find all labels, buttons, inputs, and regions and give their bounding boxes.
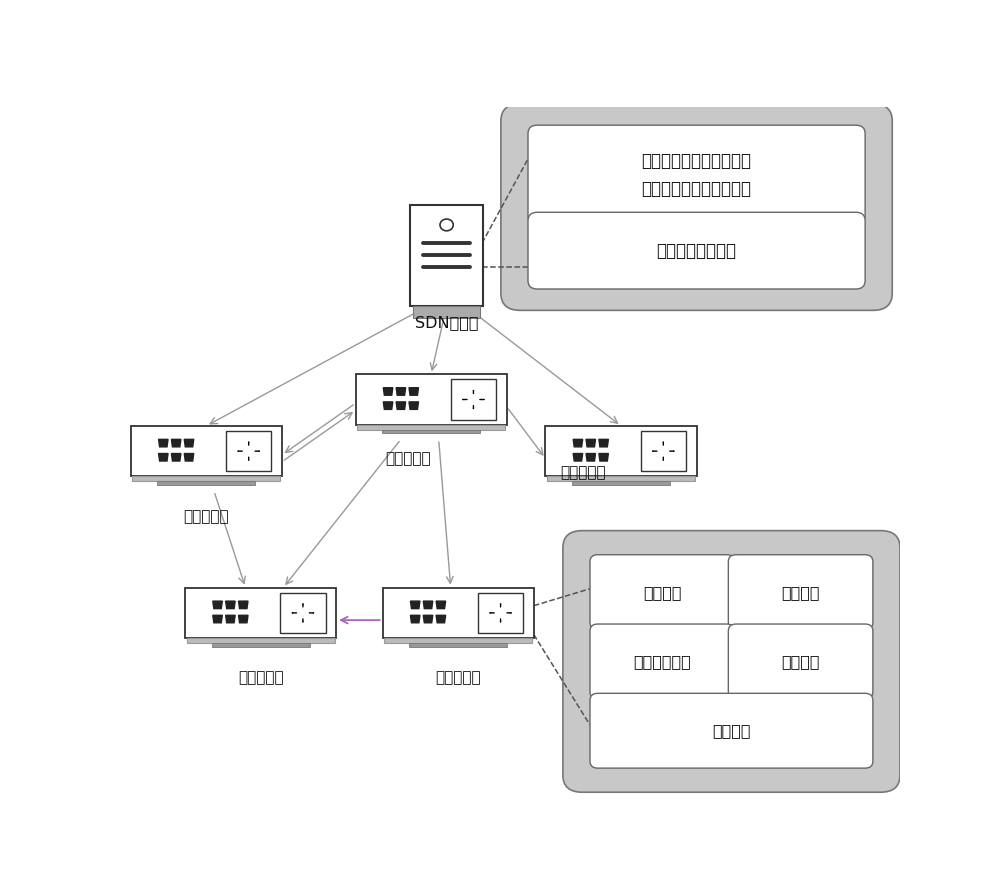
Polygon shape — [171, 453, 181, 461]
Polygon shape — [159, 439, 168, 447]
Polygon shape — [586, 453, 596, 461]
FancyBboxPatch shape — [356, 375, 507, 425]
FancyBboxPatch shape — [528, 125, 865, 224]
FancyBboxPatch shape — [280, 593, 326, 633]
FancyBboxPatch shape — [563, 531, 900, 792]
FancyBboxPatch shape — [545, 426, 697, 477]
FancyBboxPatch shape — [528, 212, 865, 289]
Text: 通信模块: 通信模块 — [781, 654, 820, 669]
Polygon shape — [213, 615, 222, 623]
FancyBboxPatch shape — [728, 624, 873, 699]
Polygon shape — [599, 439, 608, 447]
Text: 电能路由器: 电能路由器 — [560, 465, 606, 480]
Polygon shape — [159, 453, 168, 461]
Polygon shape — [226, 615, 235, 623]
Polygon shape — [409, 388, 419, 395]
Polygon shape — [226, 601, 235, 609]
FancyBboxPatch shape — [728, 554, 873, 629]
Polygon shape — [383, 388, 393, 395]
Text: 网络资源统一管理: 网络资源统一管理 — [657, 241, 737, 259]
FancyBboxPatch shape — [383, 587, 534, 638]
Polygon shape — [409, 402, 419, 409]
Polygon shape — [238, 615, 248, 623]
FancyBboxPatch shape — [590, 554, 735, 629]
FancyBboxPatch shape — [478, 593, 523, 633]
FancyBboxPatch shape — [382, 430, 480, 434]
FancyBboxPatch shape — [590, 624, 735, 699]
Polygon shape — [383, 402, 393, 409]
Polygon shape — [238, 601, 248, 609]
FancyBboxPatch shape — [572, 482, 670, 485]
FancyBboxPatch shape — [187, 638, 335, 644]
FancyBboxPatch shape — [413, 306, 480, 318]
Polygon shape — [396, 388, 406, 395]
FancyBboxPatch shape — [212, 644, 310, 647]
FancyBboxPatch shape — [641, 431, 686, 471]
Polygon shape — [573, 453, 583, 461]
Text: 电能路由器: 电能路由器 — [435, 670, 481, 686]
Polygon shape — [213, 601, 222, 609]
FancyBboxPatch shape — [384, 638, 532, 644]
Polygon shape — [586, 439, 596, 447]
Polygon shape — [436, 615, 446, 623]
Text: 电能路由器: 电能路由器 — [385, 451, 431, 467]
FancyBboxPatch shape — [547, 477, 695, 482]
Text: 灵活开放的北向接口支持
通过编程实现定制化需求: 灵活开放的北向接口支持 通过编程实现定制化需求 — [642, 152, 752, 198]
FancyBboxPatch shape — [185, 587, 336, 638]
FancyBboxPatch shape — [451, 379, 496, 419]
FancyBboxPatch shape — [590, 694, 873, 768]
Polygon shape — [436, 601, 446, 609]
Polygon shape — [171, 439, 181, 447]
Polygon shape — [396, 402, 406, 409]
FancyBboxPatch shape — [410, 205, 483, 306]
Polygon shape — [184, 453, 194, 461]
Polygon shape — [423, 615, 433, 623]
FancyBboxPatch shape — [501, 104, 892, 310]
Text: 电能路由器: 电能路由器 — [184, 509, 229, 524]
FancyBboxPatch shape — [357, 425, 505, 430]
Polygon shape — [410, 615, 420, 623]
Polygon shape — [410, 601, 420, 609]
Text: 电能路由器: 电能路由器 — [238, 670, 283, 686]
FancyBboxPatch shape — [131, 426, 282, 477]
Polygon shape — [184, 439, 194, 447]
Polygon shape — [599, 453, 608, 461]
Text: 电源端口: 电源端口 — [643, 585, 682, 600]
FancyBboxPatch shape — [409, 644, 507, 647]
Polygon shape — [573, 439, 583, 447]
Text: 负载端口: 负载端口 — [781, 585, 820, 600]
Polygon shape — [423, 601, 433, 609]
Text: 其他模块: 其他模块 — [712, 723, 751, 738]
FancyBboxPatch shape — [226, 431, 271, 471]
Text: 数据采集模块: 数据采集模块 — [633, 654, 691, 669]
FancyBboxPatch shape — [132, 477, 280, 482]
FancyBboxPatch shape — [157, 482, 255, 485]
Text: SDN控制器: SDN控制器 — [415, 316, 478, 330]
